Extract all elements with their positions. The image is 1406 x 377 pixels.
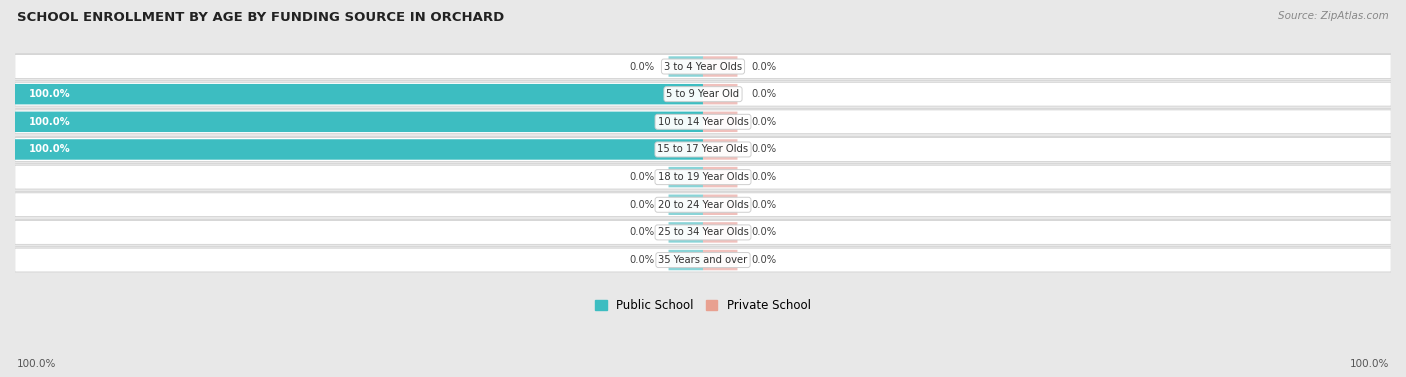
Text: 10 to 14 Year Olds: 10 to 14 Year Olds xyxy=(658,117,748,127)
Text: 0.0%: 0.0% xyxy=(630,172,655,182)
Text: 0.0%: 0.0% xyxy=(630,255,655,265)
Text: 0.0%: 0.0% xyxy=(751,227,776,238)
Text: 3 to 4 Year Olds: 3 to 4 Year Olds xyxy=(664,61,742,72)
FancyBboxPatch shape xyxy=(703,222,738,243)
FancyBboxPatch shape xyxy=(15,248,1391,272)
FancyBboxPatch shape xyxy=(703,167,738,187)
FancyBboxPatch shape xyxy=(668,167,703,187)
Text: 100.0%: 100.0% xyxy=(28,89,70,99)
Text: 20 to 24 Year Olds: 20 to 24 Year Olds xyxy=(658,200,748,210)
FancyBboxPatch shape xyxy=(703,250,738,270)
Text: 0.0%: 0.0% xyxy=(630,227,655,238)
Text: 100.0%: 100.0% xyxy=(28,144,70,155)
FancyBboxPatch shape xyxy=(15,138,1391,161)
FancyBboxPatch shape xyxy=(15,139,703,160)
Text: 25 to 34 Year Olds: 25 to 34 Year Olds xyxy=(658,227,748,238)
FancyBboxPatch shape xyxy=(703,56,738,77)
Text: 0.0%: 0.0% xyxy=(751,172,776,182)
FancyBboxPatch shape xyxy=(703,84,738,104)
Text: 0.0%: 0.0% xyxy=(630,61,655,72)
FancyBboxPatch shape xyxy=(668,250,703,270)
FancyBboxPatch shape xyxy=(15,55,1391,78)
Text: 35 Years and over: 35 Years and over xyxy=(658,255,748,265)
Text: Source: ZipAtlas.com: Source: ZipAtlas.com xyxy=(1278,11,1389,21)
Text: 0.0%: 0.0% xyxy=(751,89,776,99)
FancyBboxPatch shape xyxy=(15,112,703,132)
FancyBboxPatch shape xyxy=(15,84,703,104)
FancyBboxPatch shape xyxy=(15,82,1391,106)
Text: 0.0%: 0.0% xyxy=(751,200,776,210)
FancyBboxPatch shape xyxy=(668,195,703,215)
Text: 100.0%: 100.0% xyxy=(28,117,70,127)
FancyBboxPatch shape xyxy=(668,222,703,243)
Legend: Public School, Private School: Public School, Private School xyxy=(591,294,815,317)
Text: 0.0%: 0.0% xyxy=(751,255,776,265)
Text: 0.0%: 0.0% xyxy=(751,117,776,127)
Text: 0.0%: 0.0% xyxy=(751,61,776,72)
FancyBboxPatch shape xyxy=(15,221,1391,244)
Text: SCHOOL ENROLLMENT BY AGE BY FUNDING SOURCE IN ORCHARD: SCHOOL ENROLLMENT BY AGE BY FUNDING SOUR… xyxy=(17,11,505,24)
FancyBboxPatch shape xyxy=(15,110,1391,134)
Text: 5 to 9 Year Old: 5 to 9 Year Old xyxy=(666,89,740,99)
Text: 100.0%: 100.0% xyxy=(1350,359,1389,369)
FancyBboxPatch shape xyxy=(15,165,1391,189)
FancyBboxPatch shape xyxy=(668,56,703,77)
Text: 100.0%: 100.0% xyxy=(17,359,56,369)
FancyBboxPatch shape xyxy=(15,193,1391,217)
Text: 0.0%: 0.0% xyxy=(751,144,776,155)
Text: 0.0%: 0.0% xyxy=(630,200,655,210)
Text: 18 to 19 Year Olds: 18 to 19 Year Olds xyxy=(658,172,748,182)
FancyBboxPatch shape xyxy=(703,139,738,160)
Text: 15 to 17 Year Olds: 15 to 17 Year Olds xyxy=(658,144,748,155)
FancyBboxPatch shape xyxy=(703,195,738,215)
FancyBboxPatch shape xyxy=(703,112,738,132)
